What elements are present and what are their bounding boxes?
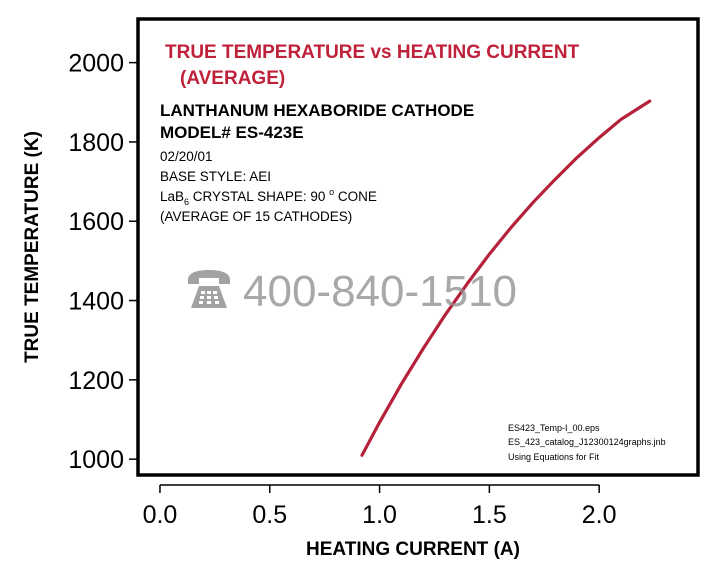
watermark-phone-number: 400-840-1510	[243, 267, 517, 316]
x-tick-label: 2.0	[582, 501, 617, 529]
y-tick-label: 1200	[68, 367, 124, 395]
chart-title: TRUE TEMPERATURE vs HEATING CURRENT	[165, 42, 580, 63]
watermark: 400-840-1510	[188, 267, 517, 316]
x-tick-label: 1.5	[472, 501, 507, 529]
fit-note: Using Equations for Fit	[508, 452, 600, 462]
y-tick-label: 1600	[68, 208, 124, 236]
crystal-prefix: LaB	[160, 189, 184, 204]
y-axis: 1000 1200 1400 1600 1800 2000	[68, 50, 138, 474]
base-style-text: BASE STYLE: AEI	[160, 169, 271, 184]
x-axis-title: HEATING CURRENT (A)	[306, 539, 520, 560]
data-series-line	[360, 99, 652, 457]
y-tick-label: 2000	[68, 50, 124, 78]
y-axis-title: TRUE TEMPERATURE (K)	[22, 131, 43, 363]
average-text: (AVERAGE OF 15 CATHODES)	[160, 209, 352, 224]
y-tick-label: 1800	[68, 129, 124, 157]
plot-frame	[136, 17, 700, 477]
model-number: MODEL# ES-423E	[160, 123, 304, 142]
y-tick-label: 1000	[68, 446, 124, 474]
y-tick-label: 1400	[68, 288, 124, 316]
cathode-name: LANTHANUM HEXABORIDE CATHODE	[160, 101, 474, 120]
crystal-shape-text: LaB6 CRYSTAL SHAPE: 90 o CONE	[160, 187, 377, 207]
file-name-eps: ES423_Temp-I_00.eps	[508, 423, 600, 433]
crystal-suffix: CONE	[334, 189, 377, 204]
degree-symbol: o	[329, 187, 334, 197]
crystal-shape-label: CRYSTAL SHAPE: 90	[189, 189, 329, 204]
x-tick-label: 1.0	[362, 501, 397, 529]
crystal-subscript: 6	[184, 197, 189, 207]
telephone-icon	[188, 270, 230, 308]
x-axis: 0.0 0.5 1.0 1.5 2.0	[143, 484, 617, 529]
chart-title-line2: (AVERAGE)	[180, 68, 285, 89]
date-text: 02/20/01	[160, 149, 213, 164]
x-tick-label: 0.5	[252, 501, 287, 529]
x-tick-label: 0.0	[143, 501, 178, 529]
file-name-jnb: ES_423_catalog_J12300124graphs.jnb	[508, 437, 666, 447]
